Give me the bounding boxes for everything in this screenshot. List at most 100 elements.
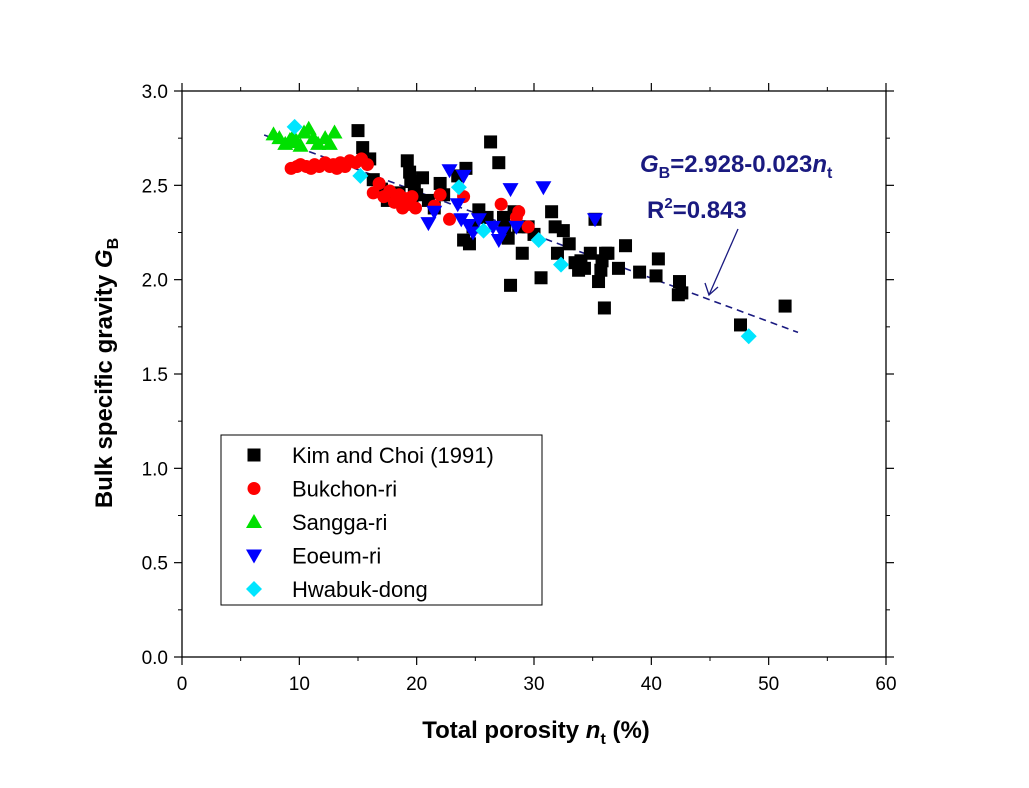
data-point [550, 246, 564, 260]
x-tick-label: 20 [406, 674, 427, 695]
data-point [508, 220, 525, 235]
y-tick-label: 3.0 [142, 82, 168, 103]
y-axis-ticks: 0.0 0.5 1.0 1.5 2.0 2.5 3.0 [142, 82, 894, 669]
legend-marker [246, 514, 262, 528]
x-tick-label: 0 [177, 674, 188, 695]
data-point [587, 213, 604, 228]
legend-marker [246, 581, 262, 597]
data-point [462, 237, 476, 251]
regression-line [263, 134, 799, 334]
x-tick-label: 50 [758, 674, 779, 695]
data-point [521, 220, 535, 234]
fit-line-path [263, 134, 799, 334]
data-point [577, 261, 591, 275]
data-point [321, 135, 338, 150]
data-point [778, 299, 792, 313]
x-tick-label: 10 [289, 674, 310, 695]
data-point [286, 118, 303, 135]
data-point [400, 154, 414, 168]
data-point [530, 232, 547, 249]
r-squared-label: R2=0.843 [647, 195, 747, 224]
data-point [351, 124, 365, 138]
data-point [534, 271, 548, 285]
y-axis-title: Bulk specific gravity GB [91, 238, 122, 508]
data-point [484, 135, 498, 149]
data-point [562, 237, 576, 251]
data-point [356, 141, 370, 155]
data-point [416, 171, 430, 185]
data-point [583, 246, 597, 260]
data-point [300, 120, 317, 135]
data-point [504, 278, 518, 292]
legend-label: Bukchon-ri [292, 477, 397, 502]
data-point [649, 269, 663, 283]
data-point [592, 275, 606, 289]
y-tick-label: 0.5 [142, 554, 168, 575]
data-point [535, 181, 552, 196]
legend-marker [247, 448, 261, 462]
data-point [502, 183, 519, 198]
x-axis-title: Total porosity nt (%) [422, 717, 650, 748]
series-sangga-ri [265, 120, 343, 152]
y-tick-label: 0.0 [142, 648, 168, 669]
data-point [633, 265, 647, 279]
series-kim-and-choi-1991 [351, 124, 792, 332]
data-point [734, 318, 748, 332]
data-point [484, 220, 501, 235]
data-point [494, 226, 511, 241]
data-point [597, 301, 611, 315]
data-point [556, 224, 570, 238]
data-point [433, 176, 447, 190]
data-point [426, 205, 443, 220]
legend-label: Sangga-ri [292, 510, 387, 535]
data-point [740, 328, 757, 345]
data-point [326, 124, 343, 139]
data-point [492, 156, 506, 170]
legend-label: Eoeum-ri [292, 544, 381, 569]
data-point [433, 188, 447, 202]
data-point [651, 252, 665, 266]
arrow-shaft [708, 228, 739, 296]
data-point [672, 275, 686, 289]
legend-label: Hwabuk-dong [292, 577, 428, 602]
series-eoeum-ri [420, 164, 604, 249]
x-axis-ticks: 0 10 20 30 40 50 60 [177, 83, 897, 695]
x-tick-label: 30 [523, 674, 544, 695]
data-point [292, 137, 309, 152]
series-bukchon-ri [284, 152, 535, 234]
data-point [619, 239, 633, 253]
annotation-arrow [704, 228, 739, 297]
data-point [449, 198, 466, 213]
data-point [470, 213, 487, 228]
data-point [515, 246, 529, 260]
data-point [512, 205, 526, 219]
x-tick-label: 60 [875, 674, 896, 695]
y-tick-label: 2.0 [142, 271, 168, 292]
y-tick-label: 2.5 [142, 176, 168, 197]
data-points [265, 118, 792, 345]
data-point [360, 158, 374, 172]
legend: Kim and Choi (1991) Bukchon-ri Sangga-ri Eo… [220, 434, 543, 606]
y-tick-label: 1.0 [142, 459, 168, 480]
data-point [366, 186, 380, 200]
data-point [441, 164, 458, 179]
data-point [372, 176, 386, 190]
data-point [494, 197, 508, 211]
legend-marker [247, 482, 261, 495]
data-point [545, 205, 559, 219]
data-point [443, 212, 457, 226]
data-point [601, 246, 615, 260]
x-tick-label: 40 [641, 674, 662, 695]
data-point [552, 256, 569, 273]
data-point [405, 190, 419, 204]
data-point [675, 286, 689, 300]
legend-box [220, 434, 543, 606]
data-point [611, 261, 625, 275]
data-point [420, 217, 437, 232]
arrow-head [704, 282, 719, 297]
data-point [408, 201, 422, 215]
data-point [460, 218, 477, 233]
y-tick-label: 1.5 [142, 365, 168, 386]
data-point [455, 169, 472, 184]
